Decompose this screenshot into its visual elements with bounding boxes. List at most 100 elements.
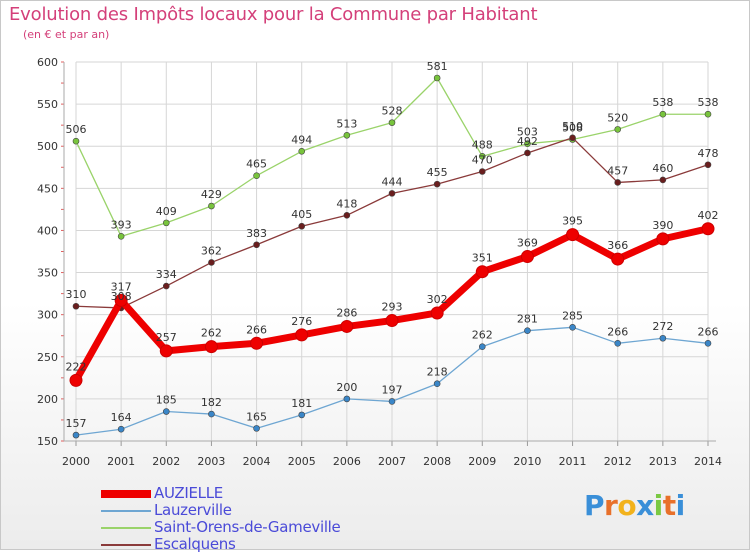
data-point — [614, 179, 622, 186]
data-label: 510 — [562, 120, 583, 133]
data-point — [253, 425, 260, 432]
data-label: 262 — [201, 327, 222, 340]
y-tick-label: 200 — [37, 393, 58, 406]
data-point — [520, 250, 534, 264]
data-point — [566, 228, 580, 242]
y-tick-label: 400 — [37, 224, 58, 237]
data-label: 418 — [336, 197, 357, 210]
logo-letter: i — [653, 489, 664, 522]
data-point — [388, 190, 396, 197]
legend-label: Lauzerville — [154, 501, 232, 519]
data-label: 218 — [427, 366, 448, 379]
x-tick-label: 2003 — [197, 455, 225, 468]
data-point — [611, 252, 625, 266]
data-label: 402 — [698, 209, 719, 222]
data-label: 308 — [111, 290, 132, 303]
data-point — [704, 340, 712, 347]
data-point — [656, 232, 670, 246]
data-label: 317 — [111, 280, 132, 293]
data-label: 182 — [201, 396, 222, 409]
data-label: 478 — [698, 147, 719, 160]
data-label: 503 — [517, 126, 538, 139]
data-point — [659, 110, 667, 118]
data-label: 262 — [472, 329, 493, 342]
logo-letter: r — [604, 489, 618, 522]
data-point — [478, 153, 486, 160]
x-tick-label: 2013 — [649, 455, 677, 468]
data-point — [569, 134, 576, 142]
data-label: 164 — [111, 411, 132, 424]
data-point — [298, 411, 306, 419]
data-label: 266 — [246, 323, 267, 336]
data-label: 266 — [607, 325, 628, 338]
logo-letter: o — [617, 489, 637, 522]
data-point — [253, 172, 260, 179]
data-point — [388, 119, 396, 126]
data-point — [295, 328, 309, 342]
data-label: 494 — [291, 133, 312, 146]
legend-label: AUZIELLE — [154, 484, 223, 502]
y-tick-label: 300 — [37, 309, 58, 322]
legend-swatch — [101, 544, 151, 546]
data-label: 528 — [382, 105, 403, 118]
legend-label: Escalquens — [154, 535, 236, 553]
data-point — [72, 137, 80, 145]
x-tick-label: 2012 — [604, 455, 632, 468]
data-label: 508 — [562, 121, 583, 134]
data-point — [159, 344, 173, 358]
data-point — [298, 147, 306, 155]
data-point — [208, 259, 215, 266]
data-point — [433, 380, 441, 388]
data-label: 460 — [652, 162, 673, 175]
data-point — [343, 131, 351, 139]
data-label: 455 — [427, 166, 448, 179]
logo-letter: i — [675, 489, 686, 522]
data-label: 520 — [607, 111, 628, 124]
data-label: 513 — [336, 117, 357, 130]
data-label: 383 — [246, 227, 267, 240]
data-point — [162, 219, 170, 227]
data-point — [659, 334, 667, 342]
axis-layer: 150 200 250 300 350 400 450 500 550 600 2000 2001 20… — [37, 56, 722, 468]
data-point — [117, 425, 125, 433]
data-point — [343, 395, 351, 403]
data-point — [569, 323, 576, 331]
legend-swatch — [101, 510, 151, 512]
data-label: 395 — [562, 215, 583, 228]
data-point — [208, 410, 215, 418]
x-tick-label: 2004 — [243, 455, 271, 468]
data-label: 538 — [652, 96, 673, 109]
data-label: 185 — [156, 394, 177, 407]
y-tick-label: 500 — [37, 140, 58, 153]
x-tick-label: 2007 — [378, 455, 406, 468]
data-point — [69, 373, 83, 387]
data-point — [388, 398, 396, 405]
data-label: 334 — [156, 268, 177, 281]
data-label: 405 — [291, 208, 312, 221]
data-label: 393 — [111, 218, 132, 231]
data-label: 197 — [382, 383, 403, 396]
data-point — [524, 149, 531, 157]
data-point — [478, 168, 486, 175]
data-point — [704, 161, 712, 169]
data-label: 266 — [698, 325, 719, 338]
data-point — [614, 126, 622, 133]
data-point — [298, 222, 306, 230]
x-tick-label: 2008 — [423, 455, 451, 468]
y-tick-label: 350 — [37, 267, 58, 280]
data-point — [430, 306, 444, 320]
data-label: 222 — [66, 360, 87, 373]
data-point — [253, 241, 260, 249]
data-label: 286 — [336, 306, 357, 319]
data-point — [162, 408, 170, 415]
line-chart: 150 200 250 300 350 400 450 500 550 600 2000 2001 20… — [37, 56, 722, 468]
series-auzielle — [69, 222, 715, 387]
series-escalquens — [72, 134, 712, 312]
data-label: 444 — [382, 175, 403, 188]
data-label: 390 — [652, 219, 673, 232]
data-point — [343, 211, 351, 219]
data-label: 492 — [517, 135, 538, 148]
data-point — [478, 343, 486, 350]
data-point — [114, 293, 128, 307]
x-tick-label: 2005 — [288, 455, 316, 468]
